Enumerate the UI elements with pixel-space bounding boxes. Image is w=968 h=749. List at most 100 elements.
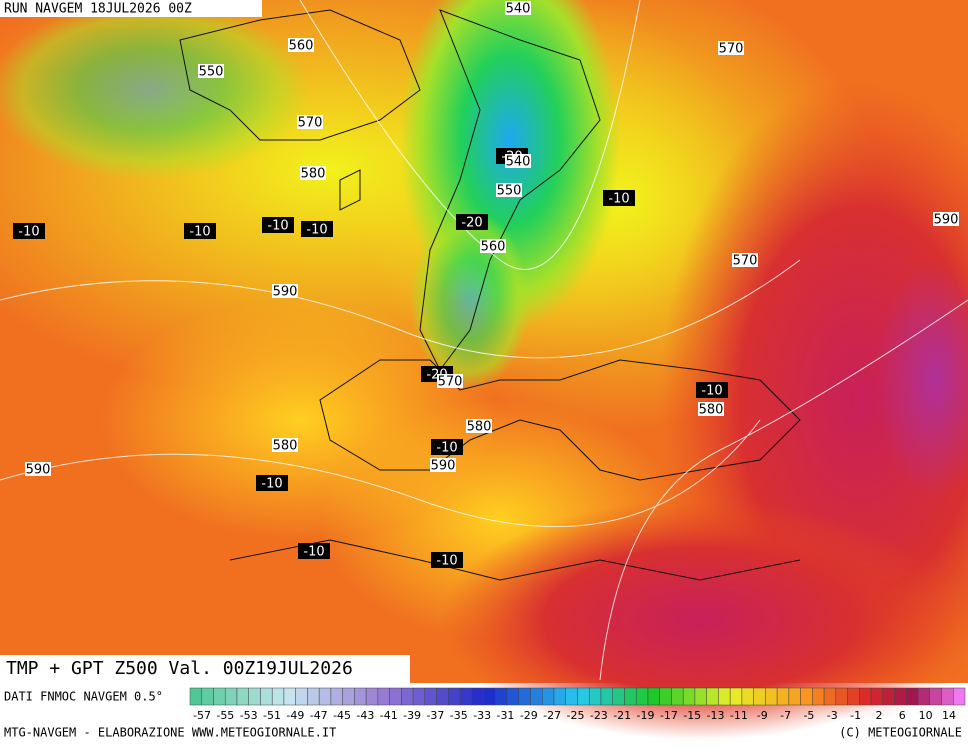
colorbar-swatch: [859, 687, 872, 706]
colorbar-swatch: [823, 687, 837, 706]
colorbar-label: -57: [193, 709, 211, 722]
colorbar-swatch: [495, 687, 508, 706]
colorbar-swatch: [471, 687, 484, 706]
title-box: [0, 655, 410, 683]
colorbar-label: -31: [496, 709, 514, 722]
colorbar-label: -49: [286, 709, 304, 722]
colorbar-swatch: [647, 687, 660, 706]
temp-label: -20: [461, 216, 482, 231]
colorbar-label: -41: [380, 709, 398, 722]
colorbar-swatch: [953, 687, 966, 706]
colorbar-swatch: [682, 687, 696, 706]
temp-label-box: [262, 217, 294, 233]
colorbar-swatch: [236, 687, 249, 706]
chart-title: TMP + GPT Z500 Val. 00Z19JUL2026: [6, 658, 353, 679]
colorbar-swatch: [271, 687, 285, 706]
temp-label-box: [13, 223, 45, 239]
colorbar-label: -27: [543, 709, 561, 722]
colorbar-swatch: [318, 687, 332, 706]
colorbar-swatch: [776, 687, 790, 706]
colorbar-swatch: [635, 687, 649, 706]
map-labels: -10-10-10-10-20-10-10-10-10-10-10-20-205…: [13, 1, 959, 569]
colorbar-swatch: [694, 687, 707, 706]
temp-label: -10: [306, 223, 327, 238]
colorbar-label: 6: [899, 709, 906, 722]
temp-label: -10: [436, 441, 457, 456]
z500-label: 580: [467, 420, 492, 435]
colorbar-swatch: [412, 687, 426, 706]
colorbar-swatch: [917, 687, 931, 706]
colorbar-swatch: [941, 687, 954, 706]
z500-label: 540: [506, 155, 531, 170]
colorbar-label: -37: [426, 709, 444, 722]
colorbar-label: -7: [780, 709, 791, 722]
colorbar-swatch: [588, 687, 602, 706]
colorbar-swatch: [342, 687, 355, 706]
z500-label-box: [732, 253, 758, 267]
z500-label: 570: [733, 254, 758, 269]
colorbar-swatch: [706, 687, 719, 706]
colorbar-swatch: [295, 687, 308, 706]
colorbar-swatch: [847, 687, 860, 706]
colorbar-swatch: [929, 687, 942, 706]
colorbar-swatch: [741, 687, 754, 706]
colorbar-label: -15: [683, 709, 701, 722]
colorbar-label: -5: [803, 709, 814, 722]
colorbar-swatch: [224, 687, 238, 706]
colorbar-label: -55: [216, 709, 234, 722]
temp-label-box: [184, 223, 216, 239]
colorbar-swatch: [365, 687, 379, 706]
colorbar-swatch: [729, 687, 743, 706]
temp-label-box: [431, 552, 463, 568]
colorbar-swatch: [401, 687, 414, 706]
z500-label: 590: [26, 463, 51, 478]
colorbar-swatch: [354, 687, 367, 706]
z500-label-box: [505, 154, 531, 168]
colorbar-swatch: [436, 687, 449, 706]
colorbar-label: 2: [875, 709, 882, 722]
colorbar-swatch: [542, 687, 555, 706]
colorbar-swatch: [765, 687, 778, 706]
temp-label: -10: [303, 545, 324, 560]
temp-label: -10: [261, 477, 282, 492]
colorbar-label: 14: [942, 709, 956, 722]
z500-label: 550: [199, 65, 224, 80]
colorbar-swatch: [553, 687, 567, 706]
colorbar-swatch: [189, 687, 202, 706]
colorbar-label: -1: [850, 709, 861, 722]
colorbar-swatch: [671, 687, 684, 706]
z500-label-box: [25, 462, 51, 476]
temp-label-box: [298, 543, 330, 559]
z500-label: 590: [431, 459, 456, 474]
z500-label-box: [430, 458, 456, 472]
colorbar-swatch: [377, 687, 390, 706]
z500-label-box: [300, 166, 326, 180]
colorbar-swatch: [518, 687, 531, 706]
colorbar-label: -19: [637, 709, 655, 722]
temp-label: -10: [608, 192, 629, 207]
colorbar-label: -43: [356, 709, 374, 722]
colorbar-swatch: [577, 687, 590, 706]
z500-label: 580: [273, 439, 298, 454]
colorbar-swatch: [718, 687, 731, 706]
temp-label-box: [256, 475, 288, 491]
colorbar-swatch: [870, 687, 884, 706]
run-box: [0, 0, 262, 17]
colorbar-swatch: [600, 687, 613, 706]
colorbar-swatch: [307, 687, 320, 706]
colorbar-swatch: [788, 687, 801, 706]
colorbar-swatch: [530, 687, 543, 706]
z500-label: 540: [506, 2, 531, 17]
colorbar-swatch: [800, 687, 813, 706]
z500-label-box: [437, 374, 463, 388]
z500-label: 560: [481, 240, 506, 255]
z500-label: 560: [289, 39, 314, 54]
colorbar-swatch: [506, 687, 520, 706]
colorbar-swatch: [612, 687, 625, 706]
colorbar-swatch: [659, 687, 672, 706]
temp-label-box: [456, 214, 488, 230]
colorbar-label: -39: [403, 709, 421, 722]
colorbar-swatch: [248, 687, 261, 706]
